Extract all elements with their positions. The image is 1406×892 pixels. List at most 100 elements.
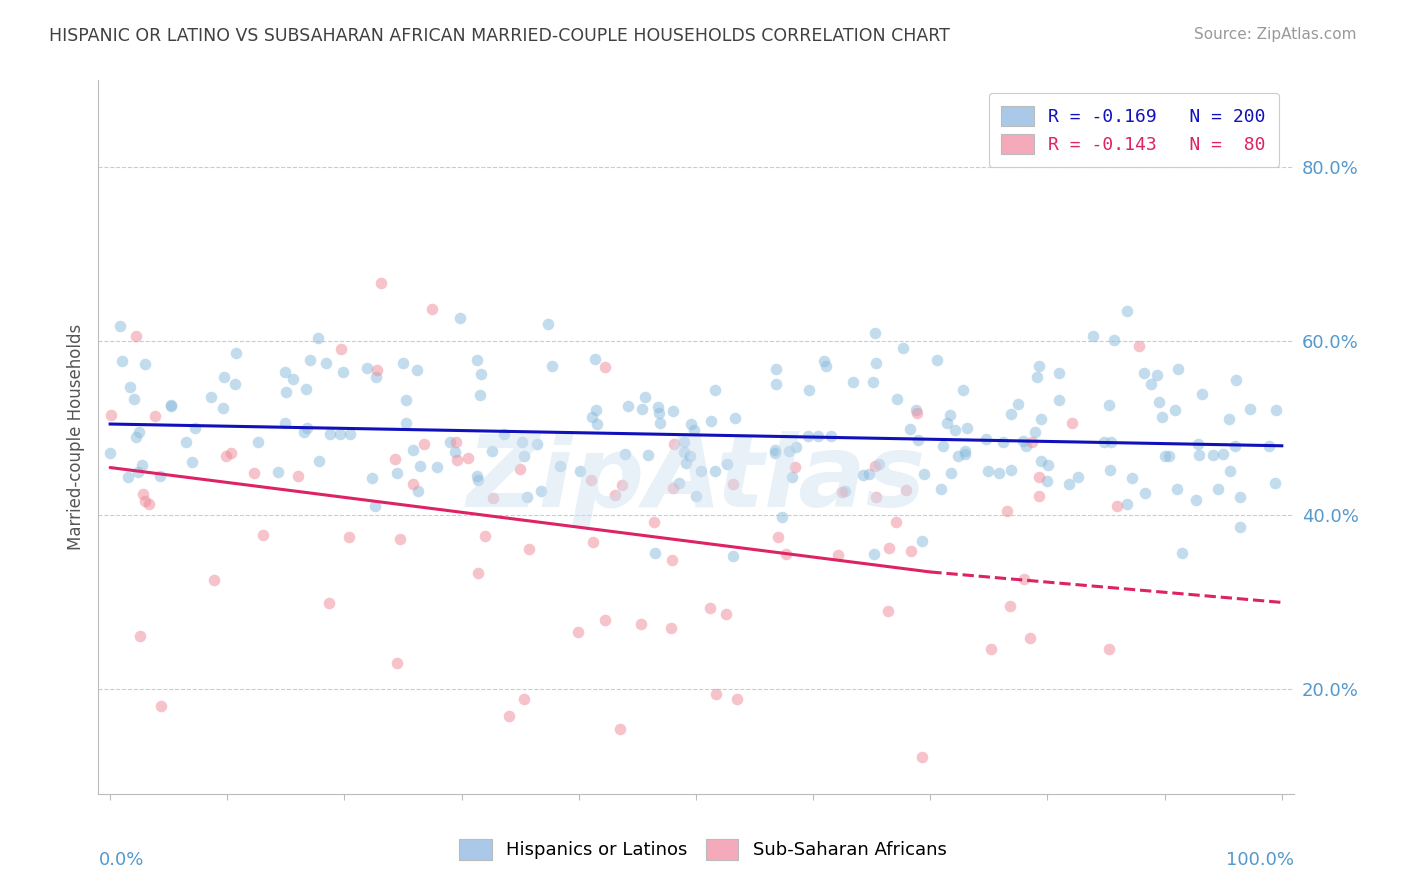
Point xyxy=(987,466,1010,480)
Point xyxy=(831,485,853,500)
Point xyxy=(679,417,702,431)
Point xyxy=(319,426,342,441)
Point xyxy=(108,318,131,333)
Point xyxy=(1057,477,1080,491)
Point xyxy=(955,447,977,461)
Point xyxy=(662,404,685,418)
Point xyxy=(862,375,884,389)
Point xyxy=(492,427,515,442)
Point xyxy=(132,487,155,501)
Point xyxy=(449,310,471,325)
Point xyxy=(609,723,631,737)
Point xyxy=(224,377,246,392)
Point xyxy=(1167,362,1189,376)
Point xyxy=(648,416,671,430)
Point xyxy=(631,402,654,417)
Legend: Hispanics or Latinos, Sub-Saharan Africans: Hispanics or Latinos, Sub-Saharan Africa… xyxy=(453,831,953,867)
Point xyxy=(474,529,496,543)
Point xyxy=(281,372,304,386)
Point xyxy=(356,361,378,376)
Point xyxy=(274,417,297,431)
Point xyxy=(1229,520,1251,534)
Point xyxy=(1029,412,1052,426)
Point xyxy=(814,359,837,373)
Point xyxy=(134,357,156,371)
Point xyxy=(292,425,315,439)
Point xyxy=(1098,642,1121,657)
Point xyxy=(898,422,921,436)
Point xyxy=(770,510,793,524)
Point xyxy=(865,490,887,504)
Point xyxy=(765,376,787,391)
Point xyxy=(413,437,436,451)
Point xyxy=(482,491,505,505)
Point xyxy=(1128,339,1150,353)
Point xyxy=(703,383,725,397)
Point xyxy=(1098,463,1121,477)
Point xyxy=(385,466,408,480)
Point xyxy=(647,406,669,420)
Point xyxy=(900,544,922,558)
Point xyxy=(585,417,607,432)
Point xyxy=(1229,490,1251,504)
Point xyxy=(1007,397,1029,411)
Point xyxy=(1000,463,1022,477)
Point xyxy=(765,362,787,376)
Text: HISPANIC OR LATINO VS SUBSAHARAN AFRICAN MARRIED-COUPLE HOUSEHOLDS CORRELATION C: HISPANIC OR LATINO VS SUBSAHARAN AFRICAN… xyxy=(49,27,950,45)
Point xyxy=(716,607,738,622)
Point xyxy=(852,468,875,483)
Point xyxy=(510,434,533,449)
Point xyxy=(143,409,166,423)
Point xyxy=(183,421,205,435)
Point xyxy=(395,392,418,407)
Point xyxy=(685,489,707,503)
Point xyxy=(1265,402,1288,417)
Point xyxy=(1153,449,1175,463)
Point xyxy=(366,363,388,377)
Point xyxy=(896,483,918,498)
Point xyxy=(1028,359,1050,373)
Point xyxy=(180,455,202,469)
Point xyxy=(118,380,141,394)
Point xyxy=(661,553,683,567)
Point xyxy=(1025,369,1047,384)
Point xyxy=(582,535,605,549)
Point xyxy=(1187,437,1209,451)
Point xyxy=(911,749,934,764)
Point xyxy=(1102,333,1125,347)
Point xyxy=(128,425,150,439)
Point xyxy=(876,604,898,618)
Point xyxy=(211,401,233,415)
Point xyxy=(991,435,1014,450)
Point xyxy=(332,365,354,379)
Point xyxy=(672,444,695,458)
Point xyxy=(865,356,887,370)
Point xyxy=(117,469,139,483)
Text: 0.0%: 0.0% xyxy=(98,851,143,869)
Point xyxy=(905,406,928,420)
Point xyxy=(337,530,360,544)
Point xyxy=(160,399,183,413)
Point xyxy=(1047,366,1070,380)
Point xyxy=(925,353,948,368)
Point xyxy=(1012,572,1035,586)
Point xyxy=(315,356,337,370)
Point xyxy=(1133,486,1156,500)
Point xyxy=(287,468,309,483)
Point xyxy=(842,376,865,390)
Point xyxy=(1000,407,1022,421)
Point xyxy=(361,471,384,485)
Point xyxy=(1028,469,1050,483)
Point xyxy=(516,490,538,504)
Point xyxy=(884,515,907,529)
Point xyxy=(127,466,149,480)
Point xyxy=(995,504,1018,518)
Point xyxy=(1171,546,1194,560)
Point xyxy=(364,370,387,384)
Point xyxy=(672,435,695,450)
Point xyxy=(775,547,797,561)
Point xyxy=(363,499,385,513)
Point xyxy=(498,709,520,723)
Point xyxy=(1116,304,1139,318)
Point xyxy=(912,467,935,482)
